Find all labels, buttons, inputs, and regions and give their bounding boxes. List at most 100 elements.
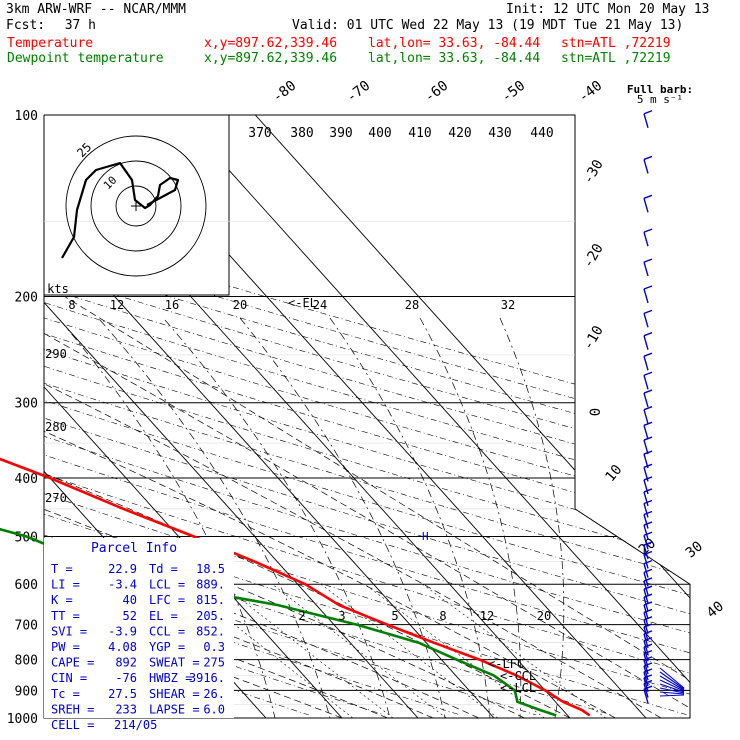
dew-stn: stn=ATL ,72219 [561, 51, 671, 66]
wind-barb [643, 261, 649, 277]
wind-barb-flag [643, 406, 653, 411]
wind-barb [643, 409, 649, 424]
wind-barb-flag [643, 559, 653, 565]
hodograph-frame [44, 115, 230, 296]
pressure-tick-label: 600 [15, 578, 38, 593]
parcel-key: LFC = [149, 593, 185, 607]
temp-xy: x,y=897.62,339.46 [204, 36, 338, 51]
wind-barb-flag [643, 421, 653, 426]
wind-barb [643, 231, 649, 247]
parcel-value: 40 [123, 593, 137, 607]
wind-scale-label: kts [47, 282, 69, 296]
parcel-key: YGP = [149, 640, 185, 654]
isotherm-label: -40 [576, 78, 606, 106]
wind-barb-flag [643, 499, 653, 505]
isotherm-label: 30 [683, 538, 706, 561]
wind-barb-flag [643, 685, 653, 690]
wind-barb-flag [643, 643, 653, 648]
pressure-tick-label: 700 [15, 619, 38, 634]
mixing-ratio-label: 8 [439, 609, 446, 623]
ccl-annotation: <-CCL [500, 669, 536, 683]
wind-barb [659, 671, 685, 690]
parcel-value: -3.4 [108, 578, 137, 592]
wind-barb [659, 691, 685, 695]
wind-barb-flag [643, 510, 653, 516]
wind-barb [643, 683, 649, 698]
dry-adiabat [44, 115, 690, 716]
temperature-profile [0, 457, 591, 717]
pressure-tick-label: 1000 [7, 712, 38, 727]
parcel-value: 4.08 [108, 640, 137, 654]
pressure-tick-label: 800 [15, 654, 38, 669]
dry-adiabat [44, 115, 690, 716]
isotherm-label: 10 [602, 462, 625, 485]
wind-barb-flag [643, 531, 653, 536]
parcel-key: SREH = [51, 702, 94, 716]
wind-barb [643, 288, 649, 304]
parcel-key: HWBZ = [149, 671, 192, 685]
dewpoint-profile [0, 527, 557, 717]
parcel-value: -76 [115, 671, 137, 685]
pressure-tick-label: 300 [15, 397, 38, 412]
wind-speed-curve [499, 317, 565, 718]
parcel-key: K = [51, 593, 73, 607]
wind-barb [643, 356, 649, 371]
wind-barb-flag [643, 601, 653, 606]
wind-barb [643, 439, 649, 455]
wind-barb [643, 159, 649, 174]
parcel-key: CCL = [149, 624, 185, 638]
lcl-annotation: <-LCL [500, 681, 536, 695]
pressure-tick-label: 100 [15, 109, 38, 124]
wind-barb-flag [643, 258, 653, 263]
parcel-value: 889. [196, 578, 225, 592]
wind-barb [643, 503, 649, 518]
wind-barb-flag [643, 585, 653, 590]
wind-barb [659, 667, 685, 689]
wind-barb [643, 665, 649, 681]
parcel-key: PW = [51, 640, 80, 654]
wind-barb-flag [643, 450, 653, 455]
isotherm-label: -20 [580, 241, 607, 271]
wind-barb-flag [643, 577, 653, 582]
wind-scale-label: 28 [405, 298, 419, 312]
parcel-value: 815. [196, 593, 225, 607]
parcel-key: EL = [149, 609, 178, 623]
wind-barb [643, 313, 649, 328]
wind-barb-flag [643, 541, 653, 546]
parcel-key: SWEAT = [149, 656, 200, 670]
wind-barb [643, 524, 649, 540]
isotherm-label: -30 [580, 157, 607, 187]
isotherm-label: 40 [704, 598, 727, 621]
theta-e-label: 430 [488, 126, 511, 141]
parcel-value: 0.3 [203, 640, 225, 654]
parcel-value: 852. [196, 624, 225, 638]
mixing-ratio-label: 3 [338, 609, 345, 623]
temp-latlon: lat,lon= 33.63, -84.44 [368, 36, 541, 51]
hodograph: 25 10 [61, 135, 207, 277]
wind-barb-flag [643, 389, 653, 394]
isotherm [44, 115, 343, 718]
wind-scale-label: 12 [110, 298, 124, 312]
wind-barb [643, 392, 649, 408]
theta-e-label: 400 [368, 126, 391, 141]
wind-barb [659, 683, 685, 693]
wind-barb-flag [643, 616, 653, 621]
wind-barb-flag [643, 623, 653, 628]
parcel-value: 233 [115, 702, 137, 716]
pressure-tick-label: 900 [15, 684, 38, 699]
valid-time: Valid: 01 UTC Wed 22 May 13 (19 MDT Tue … [292, 18, 684, 33]
wind-barb-flag [643, 662, 653, 667]
theta-e-label: 370 [248, 126, 271, 141]
dew-legend: Dewpoint temperature [7, 51, 164, 66]
pressure-tick-label: 500 [15, 530, 38, 545]
wind-scale-label: 20 [233, 298, 247, 312]
dew-xy: x,y=897.62,339.46 [204, 51, 338, 66]
mixing-ratio-line [272, 583, 447, 718]
parcel-key: LAPSE = [149, 702, 200, 716]
isotherm [44, 115, 495, 718]
dry-adiabat [44, 115, 690, 716]
wind-speed-curve [419, 317, 522, 718]
isotherm-label: -10 [580, 323, 607, 353]
wind-barb-flag [643, 436, 653, 441]
parcel-key: Tc = [51, 687, 80, 701]
